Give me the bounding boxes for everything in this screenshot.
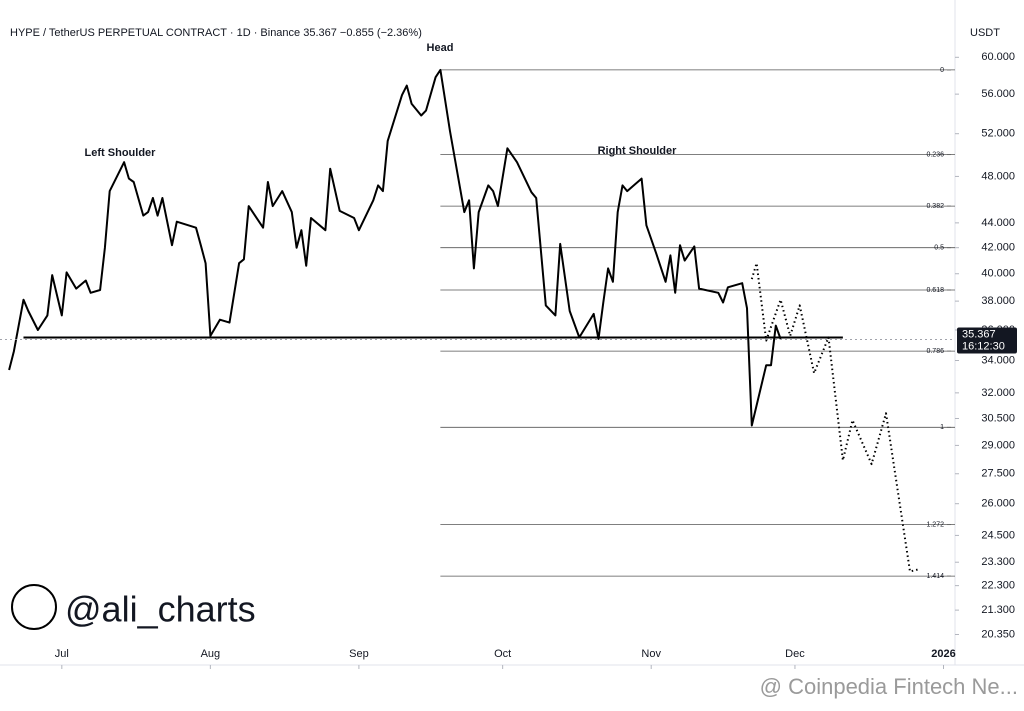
last-price-tag — [957, 327, 1017, 354]
fib-label: 0.236 — [926, 151, 944, 158]
x-tick-label: Nov — [641, 648, 661, 660]
y-tick-label: 20.350 — [981, 628, 1015, 640]
fib-label: 0.382 — [926, 203, 944, 210]
logo-text: @ali_charts — [65, 589, 256, 630]
y-tick-label: 29.000 — [981, 439, 1015, 451]
fib-label: 0.618 — [926, 287, 944, 294]
y-tick-label: 38.000 — [981, 295, 1015, 307]
last-price-label: 35.367 — [962, 328, 996, 340]
fib-label: 1 — [940, 424, 944, 431]
y-tick-label: 42.000 — [981, 242, 1015, 254]
y-tick-label: 30.500 — [981, 412, 1015, 424]
x-tick-label: 2026 — [931, 648, 955, 660]
price-line — [8, 68, 782, 427]
logo: @ali_charts — [11, 584, 256, 630]
countdown-label: 16:12:30 — [962, 340, 1005, 352]
fib-label: 1.272 — [926, 521, 944, 528]
y-tick-label: 52.000 — [981, 128, 1015, 140]
y-tick-label: 34.000 — [981, 354, 1015, 366]
x-tick-label: Jul — [55, 648, 69, 660]
fib-label: 1.414 — [926, 573, 944, 580]
x-tick-label: Sep — [349, 648, 369, 660]
annotation: Head — [427, 42, 454, 54]
y-tick-label: 40.000 — [981, 268, 1015, 280]
logo-face — [11, 584, 57, 630]
watermark: @ Coinpedia Fintech Ne... — [760, 674, 1018, 699]
y-tick-label: 24.500 — [981, 529, 1015, 541]
y-tick-label: 60.000 — [981, 51, 1015, 63]
y-tick-label: 48.000 — [981, 170, 1015, 182]
y-tick-label: 23.300 — [981, 556, 1015, 568]
y-tick-label: 26.000 — [981, 498, 1015, 510]
fib-label: 0.5 — [934, 245, 944, 252]
x-tick-label: Aug — [201, 648, 221, 660]
chart-title: HYPE / TetherUS PERPETUAL CONTRACT · 1D … — [10, 27, 422, 39]
unit-label: USDT — [970, 27, 1000, 39]
y-tick-label: 21.300 — [981, 604, 1015, 616]
y-tick-label: 22.300 — [981, 580, 1015, 592]
x-tick-label: Dec — [785, 648, 805, 660]
y-tick-label: 56.000 — [981, 88, 1015, 100]
projection-line — [750, 262, 920, 573]
y-tick-label: 32.000 — [981, 387, 1015, 399]
fib-label: 0.786 — [926, 348, 944, 355]
x-tick-label: Oct — [494, 648, 511, 660]
y-tick-label: 44.000 — [981, 217, 1015, 229]
y-tick-label: 27.500 — [981, 468, 1015, 480]
annotation: Left Shoulder — [85, 147, 157, 159]
annotation: Right Shoulder — [598, 145, 678, 157]
fib-label: 0 — [940, 67, 944, 74]
